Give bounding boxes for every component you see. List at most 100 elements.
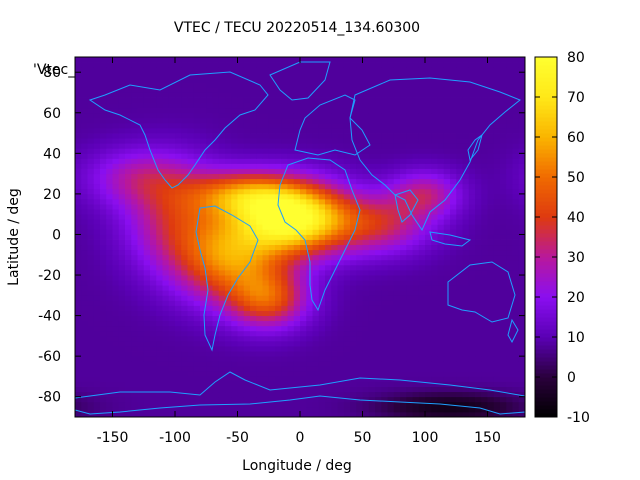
- heatmap-cell: [418, 148, 426, 154]
- heatmap-cell: [400, 82, 407, 88]
- heatmap-cell: [406, 406, 413, 413]
- heatmap-cell: [425, 406, 432, 413]
- heatmap-cell: [331, 148, 338, 154]
- heatmap-cell: [162, 280, 170, 286]
- heatmap-cell: [462, 87, 470, 93]
- heatmap-cell: [231, 143, 238, 149]
- heatmap-cell: [306, 356, 313, 362]
- heatmap-cell: [206, 62, 213, 68]
- heatmap-cell: [125, 254, 132, 261]
- heatmap-cell: [368, 391, 376, 398]
- heatmap-cell: [462, 209, 470, 215]
- heatmap-cell: [437, 209, 445, 215]
- heatmap-cell: [187, 193, 195, 200]
- heatmap-cell: [393, 97, 401, 104]
- heatmap-cell: [137, 107, 145, 114]
- heatmap-cell: [175, 234, 182, 240]
- heatmap-cell: [325, 219, 332, 225]
- heatmap-cell: [125, 234, 132, 240]
- heatmap-cell: [187, 275, 195, 281]
- heatmap-cell: [87, 178, 95, 185]
- heatmap-cell: [300, 310, 307, 316]
- heatmap-cell: [206, 173, 213, 180]
- heatmap-cell: [250, 198, 257, 205]
- heatmap-cell: [118, 214, 126, 220]
- heatmap-cell: [412, 122, 420, 129]
- heatmap-cell: [306, 361, 313, 367]
- heatmap-cell: [475, 122, 482, 129]
- heatmap-cell: [381, 330, 388, 337]
- heatmap-cell: [381, 305, 388, 311]
- heatmap-cell: [250, 269, 257, 276]
- heatmap-cell: [362, 67, 370, 73]
- heatmap-cell: [425, 107, 432, 114]
- heatmap-cell: [243, 239, 251, 246]
- chart-title: VTEC / TECU 20220514_134.60300: [174, 20, 420, 36]
- heatmap-cell: [112, 102, 120, 109]
- heatmap-cell: [325, 107, 332, 114]
- heatmap-cell: [231, 346, 238, 352]
- heatmap-cell: [212, 209, 220, 215]
- heatmap-cell: [468, 396, 476, 403]
- heatmap-cell: [231, 239, 238, 246]
- heatmap-cell: [387, 239, 395, 246]
- heatmap-cell: [468, 310, 476, 316]
- heatmap-cell: [318, 133, 326, 139]
- heatmap-cell: [218, 72, 226, 78]
- heatmap-cell: [493, 285, 501, 291]
- heatmap-cell: [387, 320, 395, 327]
- heatmap-cell: [312, 148, 320, 154]
- heatmap-cell: [93, 285, 101, 291]
- heatmap-cell: [262, 259, 270, 266]
- heatmap-cell: [93, 340, 101, 347]
- heatmap-cell: [487, 72, 495, 78]
- heatmap-cell: [262, 234, 270, 240]
- heatmap-cell: [81, 168, 88, 175]
- heatmap-cell: [481, 396, 488, 403]
- heatmap-cell: [468, 305, 476, 311]
- heatmap-cell: [256, 168, 263, 175]
- heatmap-cell: [106, 127, 113, 134]
- heatmap-cell: [387, 315, 395, 322]
- heatmap-cell: [293, 310, 301, 316]
- heatmap-cell: [225, 300, 232, 306]
- heatmap-cell: [431, 82, 438, 88]
- heatmap-cell: [75, 411, 82, 418]
- heatmap-cell: [293, 163, 301, 169]
- heatmap-cell: [162, 401, 170, 408]
- heatmap-cell: [318, 117, 326, 124]
- heatmap-cell: [87, 391, 95, 398]
- heatmap-cell: [418, 315, 426, 322]
- heatmap-cell: [362, 168, 370, 175]
- heatmap-cell: [293, 249, 301, 256]
- heatmap-cell: [237, 92, 245, 98]
- heatmap-cell: [431, 102, 438, 109]
- heatmap-cell: [368, 315, 376, 322]
- heatmap-cell: [368, 87, 376, 93]
- heatmap-cell: [200, 305, 207, 311]
- heatmap-cell: [106, 366, 113, 372]
- heatmap-cell: [87, 138, 95, 144]
- heatmap-cell: [287, 87, 295, 93]
- heatmap-cell: [162, 300, 170, 306]
- heatmap-cell: [468, 224, 476, 230]
- heatmap-cell: [381, 396, 388, 403]
- heatmap-cell: [268, 285, 276, 291]
- heatmap-cell: [187, 290, 195, 296]
- heatmap-cell: [412, 92, 420, 98]
- heatmap-cell: [187, 224, 195, 230]
- heatmap-cell: [306, 346, 313, 352]
- heatmap-cell: [81, 356, 88, 362]
- heatmap-cell: [431, 214, 438, 220]
- heatmap-cell: [387, 330, 395, 337]
- heatmap-cell: [125, 77, 132, 83]
- heatmap-cell: [512, 335, 520, 342]
- heatmap-cell: [125, 204, 132, 210]
- heatmap-cell: [450, 396, 457, 403]
- heatmap-cell: [300, 82, 307, 88]
- heatmap-cell: [87, 305, 95, 311]
- heatmap-cell: [262, 391, 270, 398]
- heatmap-cell: [87, 264, 95, 271]
- heatmap-cell: [125, 163, 132, 169]
- heatmap-cell: [231, 290, 238, 296]
